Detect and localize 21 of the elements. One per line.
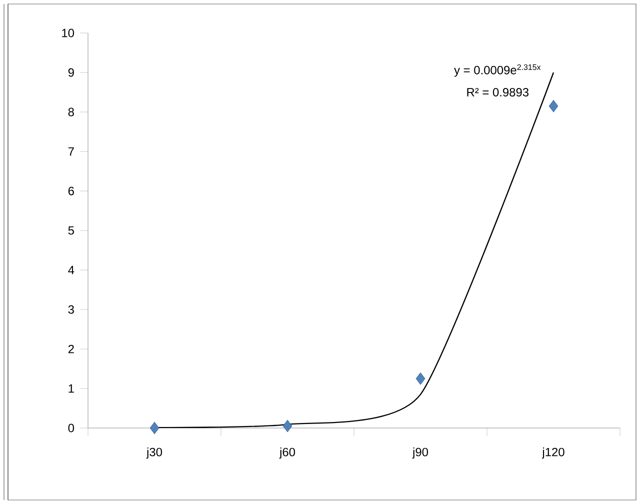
y-tick-label: 7 xyxy=(68,147,74,156)
annotation: y = 0.0009e$^{2.315x}$ xyxy=(454,64,541,77)
annotation: R² = 0.9893 xyxy=(467,88,529,96)
point xyxy=(548,100,558,112)
y-tick-label: 0 xyxy=(68,424,74,432)
x-tick-label: j60 xyxy=(279,448,296,459)
point xyxy=(416,372,426,385)
y-tick-label: 10 xyxy=(62,28,74,38)
y-tick-label: 4 xyxy=(68,266,74,274)
x-tick-label: j30 xyxy=(146,448,162,459)
x-tick-label: j120 xyxy=(542,448,564,459)
y-tick-label: 8 xyxy=(68,108,74,116)
point xyxy=(282,420,292,432)
y-tick-label: 5 xyxy=(68,226,74,235)
y-tick-label: 3 xyxy=(68,305,74,314)
y-tick-label: 6 xyxy=(68,186,74,196)
y-tick-label: 2 xyxy=(68,344,74,354)
y-tick-label: 1 xyxy=(68,384,74,393)
x-tick-label: j90 xyxy=(412,448,428,459)
y-tick-label: 9 xyxy=(68,68,74,77)
point xyxy=(150,422,160,434)
